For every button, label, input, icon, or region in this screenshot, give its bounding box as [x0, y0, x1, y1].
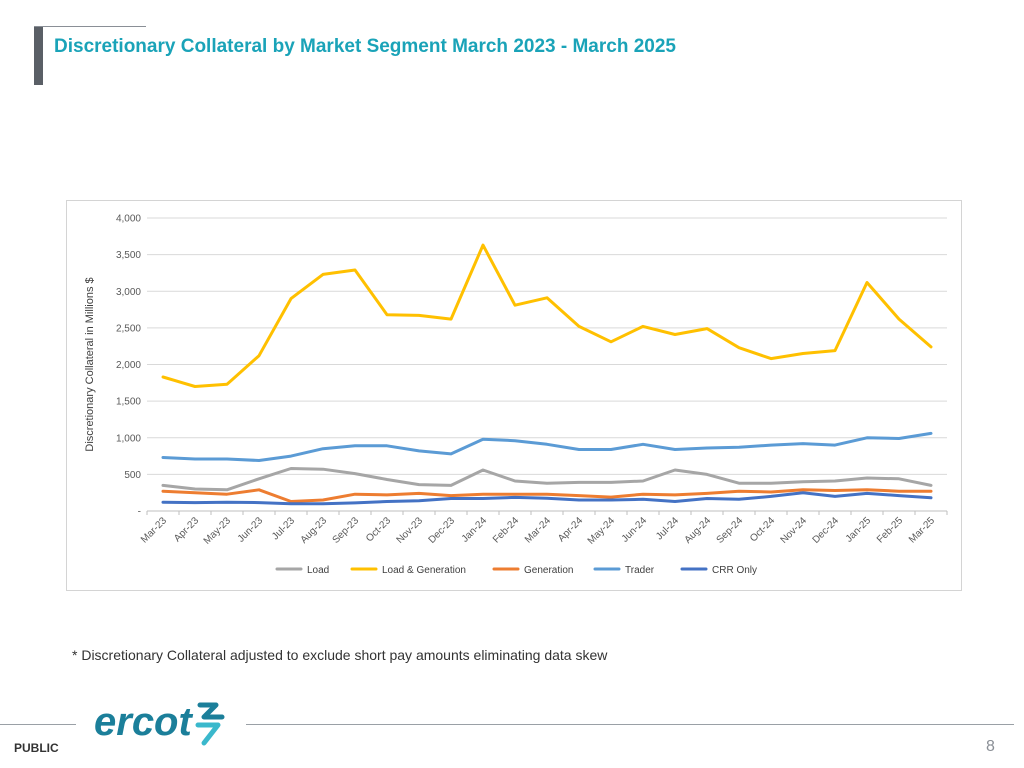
x-tick-label: Oct-23 — [364, 515, 393, 544]
y-axis-label: Discretionary Collateral in Millions $ — [84, 277, 96, 451]
x-tick-label: Jun-23 — [236, 515, 266, 545]
legend-label: Trader — [625, 565, 655, 576]
series-line-trader — [161, 431, 933, 462]
x-tick-label: Nov-24 — [779, 515, 810, 546]
x-tick-label: Dec-24 — [811, 515, 842, 546]
y-tick-label: 3,500 — [116, 250, 141, 261]
x-tick-label: Jan-24 — [460, 515, 490, 545]
x-tick-label: Jan-25 — [844, 515, 874, 545]
legend-label: CRR Only — [712, 565, 757, 576]
x-tick-label: Oct-24 — [748, 515, 777, 544]
ercot-logo: ercot — [94, 700, 225, 746]
x-tick-label: Jul-24 — [654, 515, 681, 542]
y-tick-label: 2,500 — [116, 323, 141, 334]
title-accent-bar — [34, 26, 43, 85]
x-tick-label: Aug-24 — [683, 515, 714, 546]
classification-label: PUBLIC — [14, 741, 59, 755]
series-line-crr-only — [161, 491, 933, 506]
y-tick-label: 3,000 — [116, 287, 141, 298]
x-tick-label: Nov-23 — [395, 515, 426, 546]
title-accent-line — [34, 26, 146, 27]
x-tick-label: Feb-25 — [875, 515, 905, 545]
x-tick-label: Mar-24 — [523, 515, 553, 545]
x-tick-label: Mar-23 — [139, 515, 169, 545]
footer-divider-left — [0, 724, 76, 725]
y-tick-label: 4,000 — [116, 214, 141, 225]
page-number: 8 — [986, 738, 995, 755]
line-chart: - 500 1,000 1,500 2,000 2,500 3,000 3,500 4,000 D… — [84, 214, 948, 576]
legend-label: Generation — [524, 565, 573, 576]
logo-wordmark: ercot — [94, 700, 193, 744]
y-tick-label: 1,500 — [116, 397, 141, 408]
x-tick-label: Sep-23 — [331, 515, 362, 546]
x-tick-label: Sep-24 — [715, 515, 746, 546]
y-tick-label: 2,000 — [116, 360, 141, 371]
x-tick-label: Aug-23 — [299, 515, 330, 546]
series-line-load — [161, 467, 933, 492]
x-tick-label: May-23 — [202, 515, 234, 547]
chart-frame: - 500 1,000 1,500 2,000 2,500 3,000 3,500 4,000 D… — [66, 200, 962, 591]
legend-label: Load & Generation — [382, 565, 466, 576]
x-tick-label: Apr-24 — [556, 515, 585, 544]
legend-label: Load — [307, 565, 329, 576]
y-tick-label: - — [138, 507, 141, 518]
series-line-load-generation — [161, 243, 933, 388]
x-tick-label: Jul-23 — [270, 515, 297, 542]
y-tick-label: 1,000 — [116, 433, 141, 444]
y-tick-label: 500 — [124, 470, 141, 481]
x-tick-label: May-24 — [586, 515, 618, 547]
x-tick-label: Apr-23 — [172, 515, 201, 544]
footer-divider-right — [246, 724, 1014, 725]
page-title: Discretionary Collateral by Market Segme… — [54, 36, 676, 57]
series-line-generation — [161, 488, 933, 503]
footnote: * Discretionary Collateral adjusted to e… — [72, 647, 608, 663]
x-tick-label: Dec-23 — [427, 515, 458, 546]
logo-star-icon — [195, 702, 225, 746]
x-tick-label: Jun-24 — [620, 515, 650, 545]
x-tick-label: Mar-25 — [907, 515, 937, 545]
x-tick-label: Feb-24 — [491, 515, 521, 545]
